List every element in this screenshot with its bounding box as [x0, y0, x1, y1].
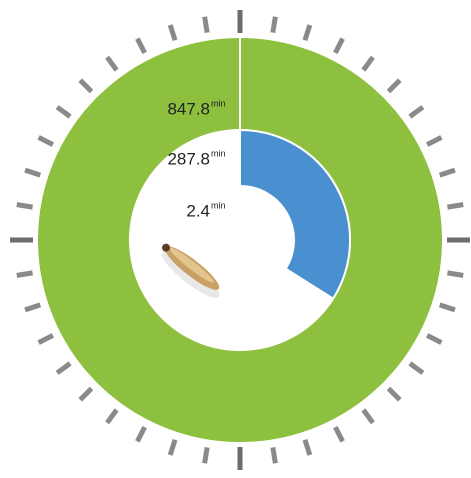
dial-tick	[361, 55, 375, 72]
dial-tick	[447, 270, 464, 278]
ring-bar	[239, 128, 351, 301]
dial-tick	[425, 135, 443, 147]
dial-tick	[24, 302, 42, 313]
dial-tick	[105, 408, 119, 425]
dial-tick	[447, 202, 464, 210]
value-label: 847.8	[167, 99, 210, 118]
dial-tick	[302, 24, 313, 42]
dial-tick	[37, 333, 55, 345]
dial-tick	[167, 24, 178, 42]
dial-tick	[386, 386, 402, 402]
value-label: 2.4	[186, 201, 210, 220]
dial-tick	[425, 333, 443, 345]
dial-tick	[167, 438, 178, 456]
unit-label: min	[211, 98, 226, 108]
dial-tick	[333, 37, 345, 55]
dial-tick	[408, 361, 425, 375]
dial-tick	[16, 202, 33, 210]
rings	[36, 35, 444, 445]
dial-tick	[202, 16, 210, 33]
dial-tick	[105, 55, 119, 72]
dial-tick	[302, 438, 313, 456]
value-label: 287.8	[167, 149, 210, 168]
dial-tick	[361, 408, 375, 425]
dial-tick	[24, 167, 42, 178]
dial-tick	[78, 78, 94, 94]
dial-tick	[202, 447, 210, 464]
unit-label: min	[211, 148, 226, 158]
dial-tick	[333, 425, 345, 443]
dial-tick	[438, 167, 456, 178]
dial-tick	[386, 78, 402, 94]
larva-illustration	[161, 243, 220, 298]
ring-bar	[239, 188, 242, 241]
dial-tick	[438, 302, 456, 313]
dial-tick	[135, 37, 147, 55]
dial-tick	[55, 361, 72, 375]
dial-tick	[78, 386, 94, 402]
dial-tick	[55, 105, 72, 119]
dial-tick	[270, 447, 278, 464]
dial-tick	[408, 105, 425, 119]
unit-label: min	[211, 200, 226, 210]
dial-tick	[16, 270, 33, 278]
dial-ticks	[10, 10, 470, 470]
dial-tick	[37, 135, 55, 147]
dial-tick	[270, 16, 278, 33]
dial-tick	[135, 425, 147, 443]
